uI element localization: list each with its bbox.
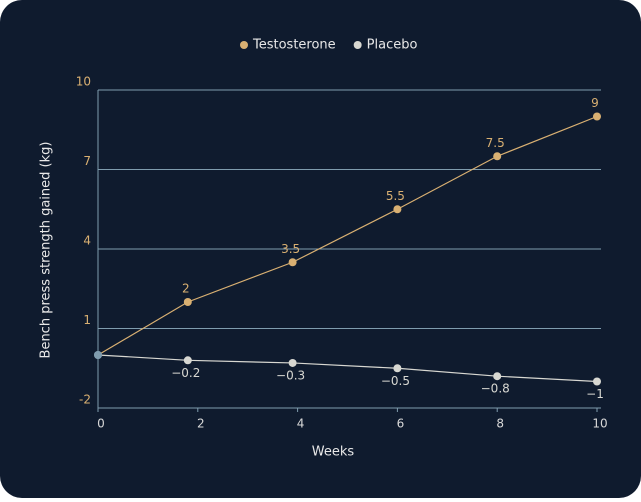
- y-tick-label: 10: [76, 75, 91, 89]
- x-tick-label: 8: [496, 417, 504, 431]
- y-tick-label: 7: [83, 154, 91, 168]
- legend-label: Placebo: [367, 38, 418, 53]
- data-label: 2: [182, 282, 190, 296]
- legend-marker: [240, 41, 248, 49]
- legend-marker: [353, 41, 362, 49]
- series-line: [97, 354, 598, 383]
- data-label: 7.5: [486, 136, 505, 150]
- y-tick-label: -2: [79, 393, 91, 407]
- legend: Testosterone Placebo: [240, 38, 417, 53]
- data-point: [288, 258, 297, 267]
- data-point: [593, 377, 601, 386]
- data-point: [493, 372, 502, 381]
- x-tick-label: 10: [592, 417, 607, 431]
- x-tick-label: 4: [297, 417, 305, 431]
- y-axis-label: Bench press strength gained (kg): [39, 142, 54, 359]
- x-axis-label: Weeks: [312, 445, 355, 460]
- data-point: [288, 358, 297, 367]
- data-label: 9: [591, 96, 599, 110]
- legend-label: Testosterone: [252, 38, 336, 53]
- x-tick-label: 0: [97, 417, 105, 431]
- data-point: [183, 356, 192, 365]
- series-line: [97, 115, 598, 356]
- data-label: 3.5: [281, 242, 300, 256]
- data-point: [593, 112, 601, 121]
- data-label: −0.8: [481, 382, 510, 396]
- y-tick-label: 4: [83, 234, 91, 248]
- data-point: [393, 205, 402, 214]
- x-tick-label: 6: [397, 417, 405, 431]
- data-label: −0.5: [381, 374, 410, 388]
- data-point: [94, 351, 102, 359]
- data-point: [183, 298, 192, 306]
- y-tick-label: 1: [83, 313, 91, 327]
- data-point: [393, 364, 402, 373]
- data-point: [493, 152, 502, 161]
- data-label: 5.5: [386, 189, 405, 203]
- data-label: −1: [586, 387, 604, 401]
- data-label: −0.2: [171, 366, 200, 380]
- data-label: −0.3: [276, 368, 305, 382]
- x-tick-label: 2: [197, 417, 205, 431]
